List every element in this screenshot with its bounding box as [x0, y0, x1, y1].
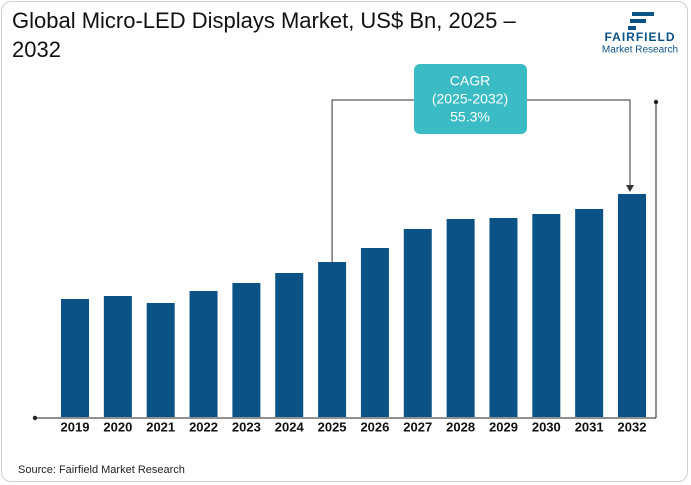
x-tick-label: 2022	[189, 419, 218, 434]
bar	[575, 209, 604, 417]
cagr-rate: 55.3%	[450, 109, 490, 125]
logo-bar	[630, 19, 646, 23]
bar	[61, 299, 89, 417]
bars: 2019 2020 2021 2022 2023 2024 2025 2026 2027 2028…	[61, 194, 647, 434]
bar	[446, 219, 475, 417]
source: Source: Fairfield Market Research	[18, 464, 185, 476]
bar	[275, 273, 304, 417]
axis-dot	[32, 415, 38, 421]
x-tick-label: 2032	[618, 419, 647, 434]
x-tick-label: 2020	[103, 419, 132, 434]
logo-bar	[632, 12, 654, 16]
bar	[232, 283, 261, 417]
bar	[532, 214, 561, 417]
x-tick-label: 2029	[489, 419, 518, 434]
x-tick-label: 2021	[146, 419, 175, 434]
x-tick-label: 2031	[575, 419, 604, 434]
cagr-connector	[331, 99, 631, 262]
x-tick-label: 2030	[532, 419, 561, 434]
logo-icon	[628, 12, 654, 30]
cagr-box	[414, 64, 527, 134]
bar	[618, 194, 646, 417]
bar	[360, 248, 389, 417]
logo-tagline: Market Research	[602, 45, 678, 56]
logo-name: FAIRFIELD	[605, 30, 676, 44]
bar	[146, 303, 175, 417]
x-tick-label: 2027	[403, 419, 432, 434]
cagr-title: CAGR	[450, 73, 490, 89]
cagr-arrow	[626, 185, 634, 192]
x-tick-label: 2025	[318, 419, 347, 434]
x-tick-label: 2024	[275, 419, 305, 434]
bar	[403, 229, 432, 417]
axis-dot	[653, 99, 659, 105]
bar	[489, 218, 518, 417]
x-tick-label: 2023	[232, 419, 261, 434]
cagr-period: (2025-2032)	[432, 91, 508, 107]
bar	[103, 296, 132, 417]
x-tick-label: 2028	[446, 419, 475, 434]
x-tick-label: 2019	[61, 419, 90, 434]
bar	[318, 262, 347, 417]
bar	[189, 291, 218, 417]
logo-bar	[628, 26, 636, 30]
x-tick-label: 2026	[360, 419, 389, 434]
chart-title: Global Micro-LED Displays Market, US$ Bn…	[12, 8, 516, 62]
